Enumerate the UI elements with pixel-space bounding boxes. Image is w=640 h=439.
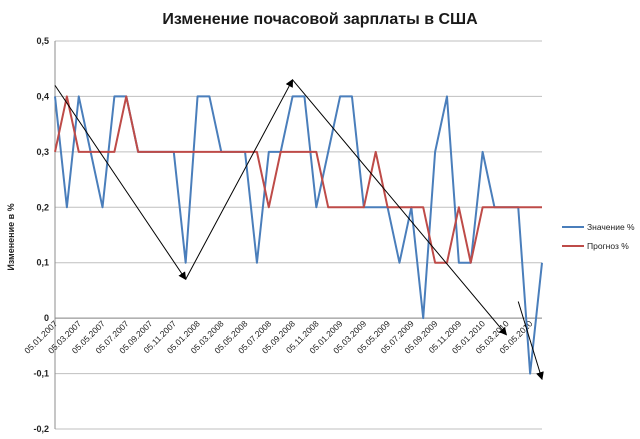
series-line (54, 95, 542, 264)
y-tick-label: -0,2 (33, 424, 49, 434)
trend-arrows (54, 78, 544, 381)
y-tick-label: -0,1 (33, 369, 49, 379)
y-tick-label: 0,5 (36, 36, 49, 46)
trend-arrow (185, 78, 294, 280)
y-tick-label: 0,2 (36, 202, 49, 212)
chart-title: Изменение почасовой зарплаты в США (162, 11, 478, 28)
legend-label: Прогноз % (587, 241, 629, 251)
trend-arrow (517, 301, 544, 381)
y-axis-label: Изменение в % (6, 203, 16, 270)
y-tick-labels: -0,2 -0,1 0 0,1 0,2 0,3 0,4 0,5 (33, 36, 49, 434)
trend-arrow (54, 85, 187, 281)
series-lines (54, 95, 543, 375)
trend-arrow (292, 79, 508, 336)
legend: Значение % Прогноз % (562, 222, 635, 251)
legend-label: Значение % (587, 222, 635, 232)
y-tick-label: 0,3 (36, 147, 49, 157)
y-tick-label: 0,1 (36, 258, 49, 268)
y-tick-label: 0 (44, 313, 49, 323)
y-tick-label: 0,4 (36, 91, 49, 101)
